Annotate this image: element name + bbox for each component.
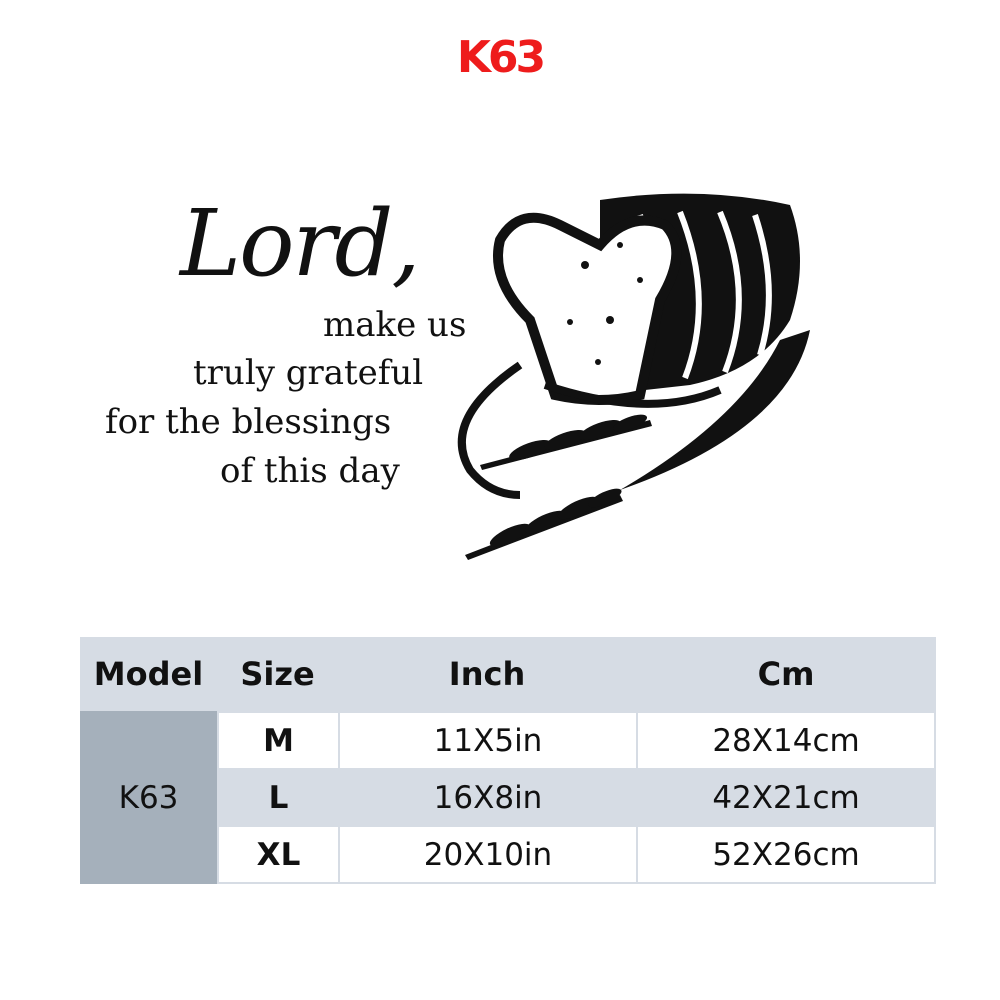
bread-illustration: [457, 193, 810, 560]
header-cm: Cm: [636, 637, 936, 711]
size-table: Model Size Inch Cm K63 M 11X5in 28X14cm …: [80, 637, 936, 884]
product-code: K63: [456, 32, 546, 83]
decal-line: make us: [323, 305, 467, 345]
decal-line: of this day: [220, 451, 400, 491]
table-row: K63 M 11X5in 28X14cm: [80, 711, 936, 884]
cm-cell: 52X26cm: [636, 825, 936, 884]
cm-cell: 28X14cm: [636, 711, 936, 768]
decal-line: for the blessings: [105, 402, 392, 442]
model-cell: K63: [80, 711, 217, 884]
table-row: L 16X8in 42X21cm: [80, 768, 936, 825]
size-cell: L: [217, 768, 338, 825]
table-header-row: Model Size Inch Cm: [80, 637, 936, 711]
inch-cell: 16X8in: [338, 768, 636, 825]
decal-title: Lord,: [180, 190, 421, 297]
header-model: Model: [80, 637, 217, 711]
size-cell: M: [217, 711, 338, 768]
inch-cell: 20X10in: [338, 825, 636, 884]
inch-cell: 11X5in: [338, 711, 636, 768]
size-cell: XL: [217, 825, 338, 884]
header-inch: Inch: [338, 637, 636, 711]
decal-line: truly grateful: [193, 353, 424, 393]
cm-cell: 42X21cm: [636, 768, 936, 825]
table-row: XL 20X10in 52X26cm: [80, 825, 936, 884]
header-size: Size: [217, 637, 338, 711]
